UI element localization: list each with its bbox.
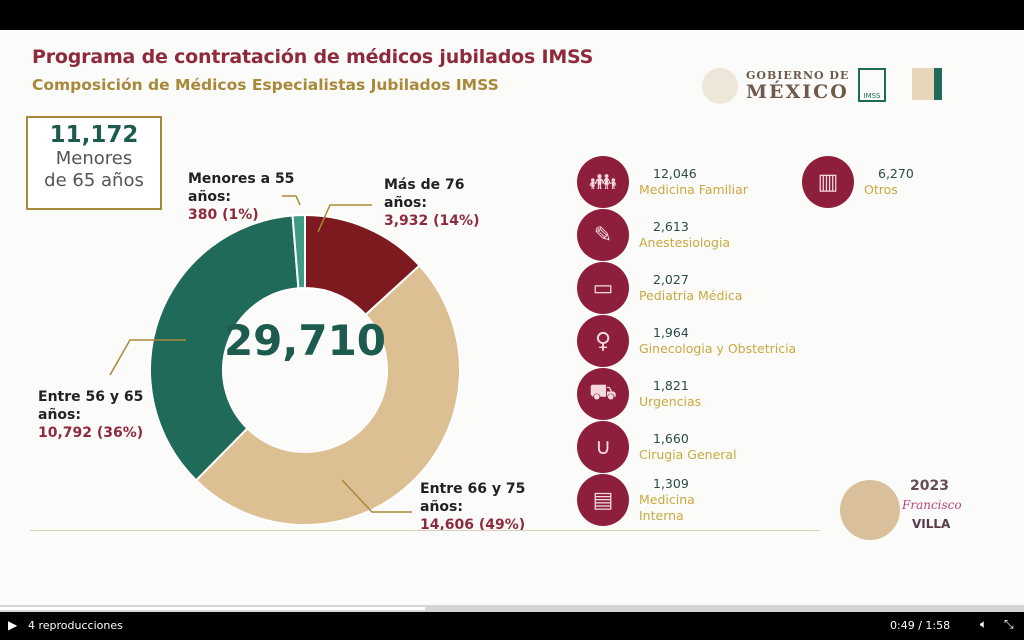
specialty-value: 2,613: [653, 219, 689, 234]
specialty-item: ▥ 6,270 Otros: [802, 156, 914, 208]
specialty-label: Urgencias: [639, 394, 702, 409]
label-56-65: Entre 56 y 65 años: 10,792 (36%): [38, 388, 158, 442]
specialty-value: 1,660: [653, 431, 689, 446]
specialty-label: Cirugia General: [639, 447, 737, 462]
label-66-75: Entre 66 y 75 años: 14,606 (49%): [420, 480, 550, 534]
divider: [30, 530, 820, 531]
specialty-value: 1,821: [653, 378, 689, 393]
video-progress-bar[interactable]: [0, 605, 1024, 612]
video-controls: ▶ 4 reproducciones 0:49 / 1:58 🔈︎ ⤡: [0, 612, 1024, 640]
video-time: 0:49 / 1:58: [890, 619, 951, 632]
slice-value: 10,792 (36%): [38, 425, 144, 441]
specialty-label: Medicina Familiar: [639, 182, 748, 197]
uterus-icon: ♀: [577, 315, 629, 367]
specialty-value: 2,027: [653, 272, 689, 287]
specialty-item: 👪︎ 12,046 Medicina Familiar: [577, 156, 748, 208]
label-mas-76: Más de 76 años: 3,932 (14%): [384, 176, 494, 230]
specialty-label: Medicina Interna: [639, 492, 695, 523]
summary-box: 11,172 Menores de 65 años: [26, 116, 162, 210]
specialty-label: Pediatria Médica: [639, 288, 743, 303]
specialty-label: Ginecologia y Obstetricia: [639, 341, 797, 356]
stethoscope-icon: ∪: [577, 421, 629, 473]
specialty-label: Otros: [864, 182, 898, 197]
specialty-label: Anestesiologia: [639, 235, 731, 250]
video-progress-fill: [0, 607, 425, 610]
specialty-value: 6,270: [878, 166, 914, 181]
exit-fullscreen-icon[interactable]: ⤡: [1004, 617, 1014, 631]
building-icon: ▥: [802, 156, 854, 208]
francisco-villa-logo: 2023 Francisco VILLA: [838, 474, 978, 550]
slice-value: 3,932 (14%): [384, 213, 480, 229]
imss-80-logo: [912, 68, 942, 100]
clipboard-icon: ▤: [577, 474, 629, 526]
logo-line1: GOBIERNO DE: [746, 69, 850, 82]
specialty-item: ∪ 1,660 Cirugia General: [577, 421, 737, 473]
slide-subtitle: Composición de Médicos Especialistas Jub…: [32, 76, 499, 94]
slice-value: 14,606 (49%): [420, 517, 526, 533]
slice-label: Entre 66 y 75 años:: [420, 481, 526, 515]
leader-line-menores: [282, 195, 301, 206]
donut-slice: [149, 214, 300, 482]
stretcher-icon: ⛟: [577, 368, 629, 420]
mexico-seal-icon: [702, 68, 738, 104]
slice-label: Entre 56 y 65 años:: [38, 389, 144, 423]
specialty-item: ▭ 2,027 Pediatria Médica: [577, 262, 742, 314]
specialty-value: 1,964: [653, 325, 689, 340]
donut-slice: [194, 264, 461, 526]
summary-line2: de 65 años: [44, 170, 144, 191]
summary-value: 11,172: [49, 122, 139, 148]
donut-slice: [291, 213, 306, 290]
donut-total: 29,710: [223, 316, 387, 365]
logo-name1: Francisco: [902, 498, 962, 512]
syringe-icon: ✎: [577, 209, 629, 261]
slice-label: Más de 76 años:: [384, 177, 465, 211]
summary-line1: Menores: [55, 148, 133, 169]
specialty-value: 1,309: [653, 476, 689, 491]
leader-line-mas76: [317, 204, 372, 233]
logo-year: 2023: [910, 478, 949, 494]
villa-portrait: [840, 480, 900, 540]
specialty-item: ▤ 1,309 Medicina Interna: [577, 474, 709, 526]
imss-logo: IMSS: [858, 68, 886, 102]
volume-icon[interactable]: 🔈︎: [980, 617, 988, 631]
specialty-item: ⛟ 1,821 Urgencias: [577, 368, 701, 420]
logo-name2: VILLA: [912, 517, 951, 531]
leader-line-56-65: [109, 339, 186, 376]
logo-line2: MÉXICO: [746, 81, 849, 103]
baby-bed-icon: ▭: [577, 262, 629, 314]
view-count: 4 reproducciones: [28, 619, 123, 632]
specialty-item: ✎ 2,613 Anestesiologia: [577, 209, 730, 261]
slice-label: Menores a 55 años:: [188, 171, 295, 205]
slice-value: 380 (1%): [188, 207, 259, 223]
specialty-value: 12,046: [653, 166, 697, 181]
family-icon: 👪︎: [577, 156, 629, 208]
leader-line-66-75: [341, 479, 412, 513]
play-icon[interactable]: ▶: [8, 618, 18, 632]
slide-title: Programa de contratación de médicos jubi…: [32, 46, 594, 68]
label-menores-55: Menores a 55 años: 380 (1%): [188, 170, 298, 224]
specialty-item: ♀ 1,964 Ginecologia y Obstetricia: [577, 315, 796, 367]
gobierno-mexico-logo: GOBIERNO DE MÉXICO: [746, 70, 849, 102]
